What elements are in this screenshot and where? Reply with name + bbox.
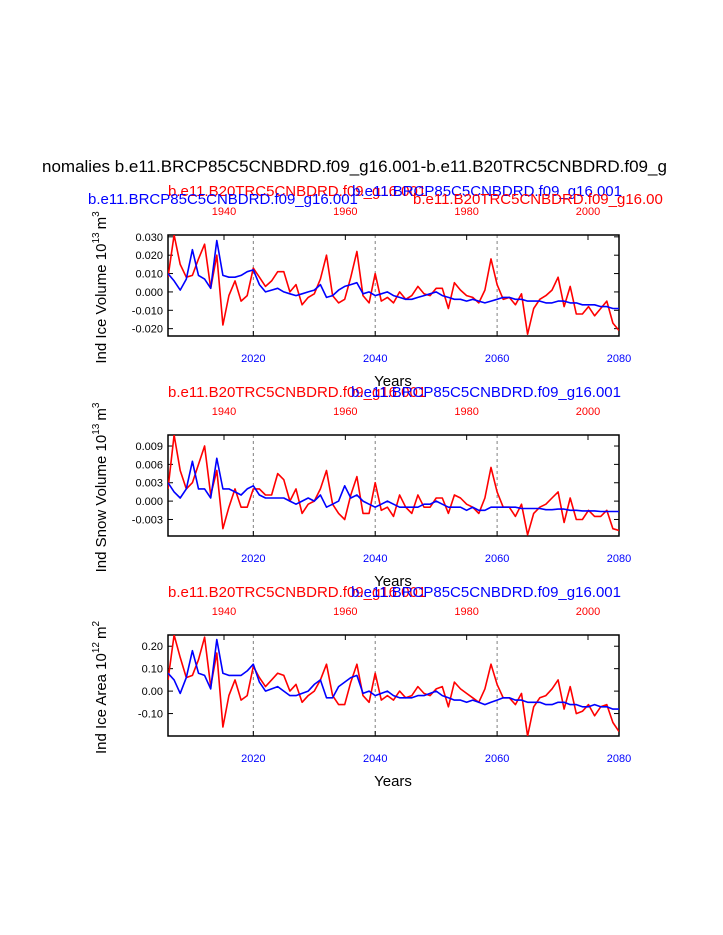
top-tick-label: 2000 xyxy=(576,206,600,218)
series-line-blue xyxy=(168,457,619,513)
y-tick-label: -0.003 xyxy=(132,514,163,526)
chart-title-blue: b.e11.BRCP85C5CNBDRD.f09_g16.001 xyxy=(351,384,621,401)
y-tick-label: 0.003 xyxy=(135,478,163,490)
top-tick-label: 1940 xyxy=(212,406,236,418)
y-axis-label-main: Ind Ice Area 10 xyxy=(93,653,110,754)
y-tick-label: 0.009 xyxy=(135,441,163,453)
y-axis-label: Ind Ice Area 1012 m2 xyxy=(91,621,110,755)
series-line-red xyxy=(168,235,619,336)
chart-title-blue: b.e11.BRCP85C5CNBDRD.f09_g16.001 xyxy=(352,183,622,200)
x-axis-label: Years xyxy=(374,573,412,590)
y-tick-label: -0.020 xyxy=(132,324,163,336)
x-tick-label: 2040 xyxy=(363,553,387,565)
y-axis-label-unit-exp: 3 xyxy=(91,402,102,408)
x-tick-label: 2040 xyxy=(363,353,387,365)
y-axis-label-main: Ind Snow Volume 10 xyxy=(93,435,110,573)
x-axis-label: Years xyxy=(374,773,412,790)
chart-title-blue: b.e11.BRCP85C5CNBDRD.f09_g16.001 xyxy=(351,584,621,601)
x-tick-label: 2080 xyxy=(607,553,631,565)
y-tick-label: 0.000 xyxy=(135,496,163,508)
y-axis-label-unit-exp: 2 xyxy=(91,621,102,627)
series-line-blue xyxy=(168,239,619,310)
chart-ice-area: b.e11.B20TRC5CNBDRD.f09_g16.001b.e11.BRC… xyxy=(91,584,631,790)
y-tick-label: 0.030 xyxy=(135,232,163,244)
chart-ice-volume: b.e11.B20TRC5CNBDRD.f09_g16.001b.e11.BRC… xyxy=(88,183,663,390)
top-tick-label: 1980 xyxy=(454,606,478,618)
y-axis-label-exp: 12 xyxy=(91,642,102,654)
y-axis-label-exp: 13 xyxy=(91,232,102,244)
top-tick-label: 1940 xyxy=(212,606,236,618)
plot-frame xyxy=(167,634,620,737)
top-tick-label: 1960 xyxy=(333,206,357,218)
chart-subtitle-blue: b.e11.BRCP85C5CNBDRD.f09_g16.001 xyxy=(88,191,358,208)
plots-group: b.e11.B20TRC5CNBDRD.f09_g16.001b.e11.BRC… xyxy=(88,183,663,790)
x-tick-label: 2060 xyxy=(485,753,509,765)
y-tick-label: 0.00 xyxy=(142,686,163,698)
plot-frame xyxy=(167,234,620,337)
y-axis-label-exp: 13 xyxy=(91,423,102,435)
x-tick-label: 2080 xyxy=(607,353,631,365)
y-tick-label: 0.020 xyxy=(135,250,163,262)
y-axis-label-unit: m xyxy=(93,408,110,421)
x-tick-label: 2060 xyxy=(485,553,509,565)
chart-subtitle-red: b.e11.B20TRC5CNBDRD.f09_g16.00 xyxy=(413,191,663,208)
top-tick-label: 2000 xyxy=(576,606,600,618)
top-tick-label: 1940 xyxy=(212,206,236,218)
x-tick-label: 2080 xyxy=(607,753,631,765)
y-axis-label-unit: m xyxy=(93,627,110,640)
y-axis-label-unit-exp: 3 xyxy=(91,211,102,217)
x-axis-label: Years xyxy=(374,373,412,390)
y-axis-label: Ind Ice Volume 1013 m3 xyxy=(91,211,110,364)
plot-frame xyxy=(167,434,620,537)
series-line-red xyxy=(168,435,619,536)
y-axis-label-unit: m xyxy=(93,217,110,230)
series-line-red xyxy=(168,635,619,736)
y-axis-label: Ind Snow Volume 1013 m3 xyxy=(91,402,110,572)
x-tick-label: 2020 xyxy=(241,553,265,565)
y-axis-label-main: Ind Ice Volume 10 xyxy=(93,244,110,364)
chart-title-red: b.e11.B20TRC5CNBDRD.f09_g16.001 xyxy=(168,384,426,401)
chart-title-red: b.e11.B20TRC5CNBDRD.f09_g16.001 xyxy=(168,183,426,200)
main-title: nomalies b.e11.BRCP85C5CNBDRD.f09_g16.00… xyxy=(42,157,667,176)
top-tick-label: 2000 xyxy=(576,406,600,418)
y-tick-label: 0.20 xyxy=(142,641,163,653)
top-tick-label: 1980 xyxy=(454,406,478,418)
top-tick-label: 1980 xyxy=(454,206,478,218)
x-tick-label: 2040 xyxy=(363,753,387,765)
y-tick-label: 0.010 xyxy=(135,269,163,281)
x-tick-label: 2020 xyxy=(241,353,265,365)
y-tick-label: -0.10 xyxy=(138,709,163,721)
y-tick-label: 0.000 xyxy=(135,287,163,299)
series-line-blue xyxy=(168,638,619,710)
y-tick-label: -0.010 xyxy=(132,305,163,317)
top-tick-label: 1960 xyxy=(333,406,357,418)
chart-title-red: b.e11.B20TRC5CNBDRD.f09_g16.001 xyxy=(168,584,426,601)
chart-snow-volume: b.e11.B20TRC5CNBDRD.f09_g16.001b.e11.BRC… xyxy=(91,384,631,590)
y-tick-label: 0.10 xyxy=(142,664,163,676)
x-tick-label: 2020 xyxy=(241,753,265,765)
top-tick-label: 1960 xyxy=(333,606,357,618)
x-tick-label: 2060 xyxy=(485,353,509,365)
y-tick-label: 0.006 xyxy=(135,459,163,471)
